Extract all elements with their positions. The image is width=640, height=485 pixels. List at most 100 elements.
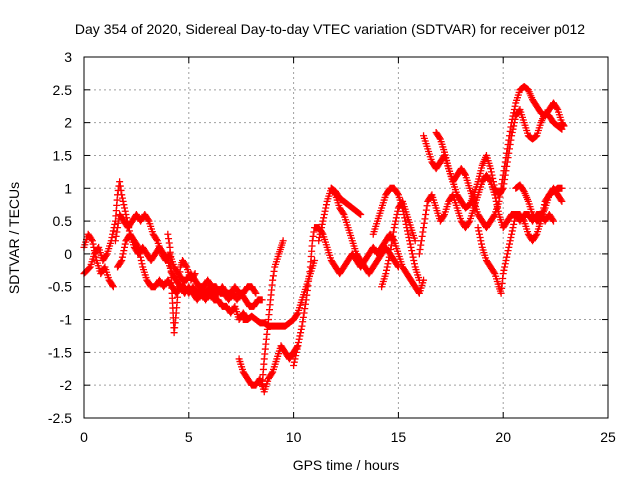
data-point: [511, 102, 519, 110]
data-point: [279, 237, 287, 245]
data-point: [292, 348, 300, 356]
data-point: [134, 243, 142, 251]
data-point: [298, 322, 306, 330]
series-arc-12: [369, 184, 423, 284]
data-point: [558, 184, 566, 192]
data-point: [499, 270, 507, 278]
data-point: [511, 115, 519, 123]
data-point: [490, 212, 498, 220]
data-point: [492, 194, 500, 202]
data-point: [558, 197, 566, 205]
data-point: [505, 240, 513, 248]
data-point: [315, 234, 323, 241]
data-point: [477, 237, 485, 245]
data-point: [165, 235, 173, 243]
data-point: [409, 253, 417, 261]
data-point: [137, 256, 145, 264]
data-point: [507, 136, 515, 144]
data-point: [268, 369, 276, 377]
data-point: [503, 158, 511, 166]
data-point: [383, 263, 391, 271]
data-point: [401, 217, 409, 225]
data-point: [119, 197, 127, 205]
data-point: [504, 247, 512, 255]
data-point: [519, 216, 527, 224]
data-point: [510, 119, 518, 127]
series-arc-2: [80, 178, 251, 324]
data-point: [137, 253, 145, 261]
data-point: [407, 243, 415, 251]
data-point: [420, 219, 428, 227]
data-point: [427, 192, 435, 200]
data-point: [501, 263, 509, 271]
data-point: [411, 237, 419, 245]
data-point: [502, 256, 510, 264]
data-point: [135, 247, 143, 255]
data-point: [394, 207, 402, 215]
data-point: [111, 237, 119, 245]
series-arc-6: [235, 342, 302, 396]
data-point: [387, 241, 395, 249]
data-point: [318, 224, 326, 232]
data-point: [490, 181, 498, 189]
y-tick-label: -0.5: [48, 279, 72, 295]
data-point: [109, 281, 117, 289]
data-point: [319, 217, 327, 225]
series-arc-11: [327, 184, 365, 219]
series-arc-18: [512, 181, 566, 225]
x-tick-label: 20: [495, 429, 511, 445]
data-point: [153, 235, 161, 243]
data-point: [88, 237, 96, 245]
data-point: [507, 234, 515, 241]
data-point: [136, 250, 144, 258]
data-point: [85, 264, 93, 272]
data-point: [510, 122, 518, 130]
data-point: [295, 335, 303, 343]
data-point: [505, 149, 513, 157]
data-point: [515, 107, 523, 115]
data-point: [117, 258, 125, 266]
data-point: [421, 215, 429, 223]
data-point: [461, 170, 469, 178]
data-point: [532, 132, 540, 140]
data-point: [320, 214, 328, 222]
data-point: [558, 125, 566, 133]
data-point: [384, 260, 392, 268]
data-point: [390, 224, 398, 232]
data-point: [505, 243, 513, 251]
data-point: [532, 232, 540, 240]
data-point: [387, 246, 395, 254]
data-point: [502, 167, 510, 175]
data-point: [501, 171, 509, 179]
data-point: [393, 211, 401, 219]
data-point: [503, 162, 511, 170]
data-point: [553, 104, 561, 112]
plot-frame: [83, 56, 609, 419]
data-point: [300, 309, 308, 317]
data-point: [475, 227, 483, 235]
chart-title: Day 354 of 2020, Sidereal Day-to-day VTE…: [75, 21, 585, 37]
data-point: [389, 232, 397, 240]
data-point: [297, 325, 305, 333]
data-point: [405, 234, 413, 241]
data-point: [415, 288, 423, 296]
y-tick-label: -1: [60, 312, 73, 328]
data-point: [505, 145, 513, 153]
y-tick-label: 0.5: [53, 213, 73, 229]
data-point: [556, 124, 564, 132]
axis-ticks: 0 5 10 15 20 25 -2.5 -2 -1.5 -1 -0.5 0 0.5 1 1.5 2 2.5 3: [48, 49, 616, 445]
data-point: [191, 270, 199, 278]
data-point: [122, 211, 130, 219]
data-point: [508, 227, 516, 235]
series-arc-9: [290, 224, 428, 369]
data-point: [138, 260, 146, 268]
data-point: [270, 267, 278, 275]
data-point: [391, 220, 399, 228]
data-point: [488, 171, 496, 179]
data-point: [322, 201, 330, 209]
data-point: [230, 304, 238, 312]
data-point: [116, 178, 124, 186]
data-point: [487, 168, 495, 176]
data-point: [410, 256, 418, 264]
data-point: [108, 234, 116, 241]
